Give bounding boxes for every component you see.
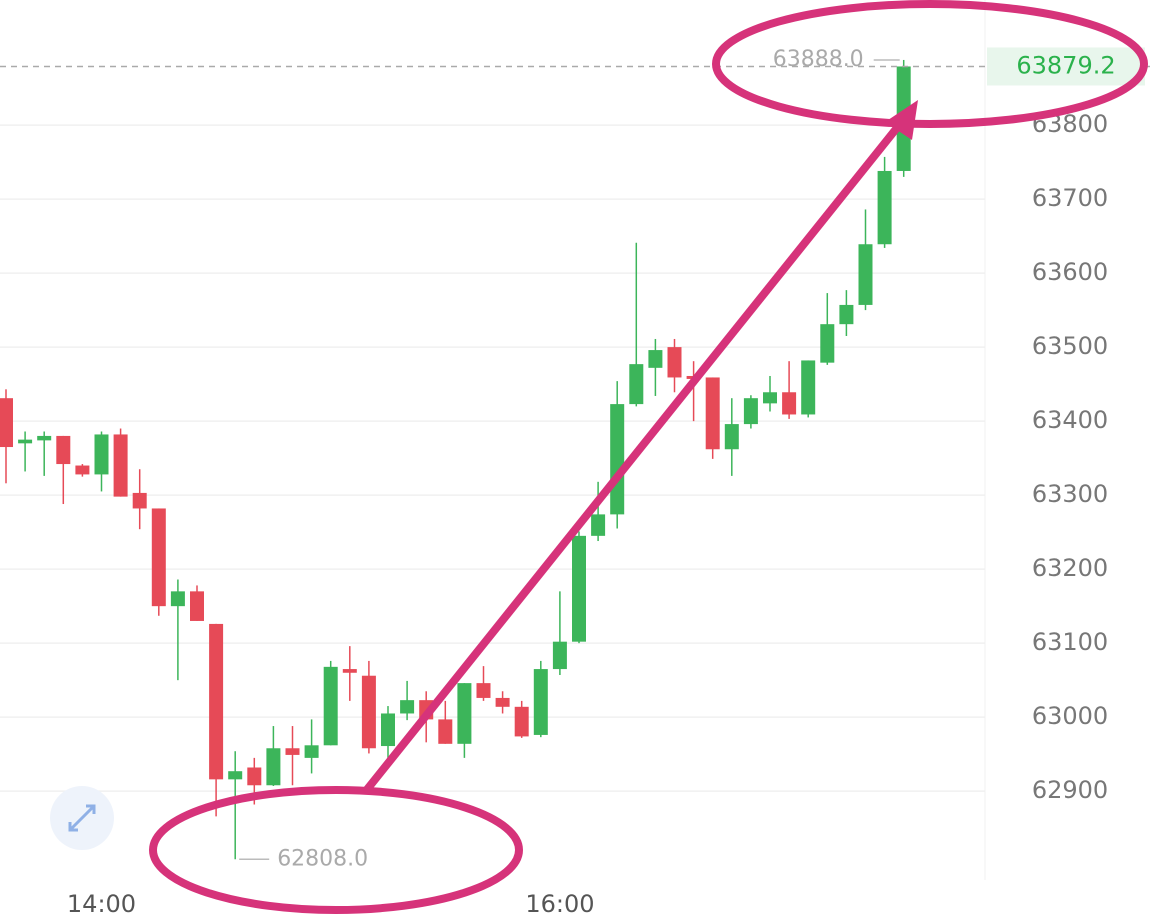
body	[132, 492, 147, 509]
body	[552, 641, 567, 670]
zoom-icon	[68, 804, 96, 832]
body	[151, 508, 166, 607]
y-tick-label: 62900	[1032, 776, 1108, 804]
body	[839, 304, 854, 325]
y-tick-label: 63400	[1032, 406, 1108, 434]
body	[629, 364, 644, 405]
body	[342, 669, 357, 673]
body	[304, 745, 319, 758]
body	[56, 435, 71, 465]
body	[610, 404, 625, 515]
body	[266, 748, 281, 786]
body	[514, 706, 529, 737]
body	[37, 435, 52, 441]
body	[667, 347, 682, 378]
ellipse-top	[712, 0, 1148, 128]
body	[361, 675, 376, 749]
body	[75, 465, 90, 475]
body	[782, 392, 797, 415]
arrow-line	[361, 121, 904, 795]
y-tick-label: 63700	[1032, 184, 1108, 212]
body	[400, 700, 415, 714]
max-label: 63888.0	[773, 47, 864, 72]
body	[18, 439, 33, 444]
ellipse-bottom	[149, 786, 523, 914]
body	[457, 683, 472, 744]
body	[820, 324, 835, 363]
y-tick-label: 63200	[1032, 554, 1108, 582]
body	[476, 683, 491, 698]
body	[438, 719, 453, 744]
body	[170, 591, 185, 607]
y-tick-label: 63600	[1032, 258, 1108, 286]
body	[572, 535, 586, 642]
y-tick-label: 63300	[1032, 480, 1108, 508]
body	[591, 514, 606, 536]
last-price-box	[987, 47, 1145, 86]
last-price-label: 63879.2	[1016, 51, 1115, 79]
body	[877, 170, 892, 245]
body	[705, 377, 720, 450]
x-tick-label: 16:00	[525, 890, 594, 918]
candles	[0, 59, 911, 860]
body	[285, 748, 300, 755]
zoom-button[interactable]	[50, 786, 114, 850]
body	[113, 434, 128, 497]
body	[228, 771, 243, 780]
body	[495, 697, 510, 707]
y-tick-label: 63100	[1032, 628, 1108, 656]
body	[190, 591, 204, 621]
body	[743, 398, 758, 425]
body	[209, 623, 224, 780]
body	[247, 767, 262, 786]
body	[323, 666, 338, 746]
grid	[0, 124, 985, 792]
y-tick-label: 63500	[1032, 332, 1108, 360]
labels: 62900 63000 63100 63200 63300 63400 63500 63600…	[0, 47, 1150, 918]
body	[858, 244, 873, 305]
y-tick-label: 63000	[1032, 702, 1108, 730]
body	[381, 713, 395, 747]
body	[801, 360, 816, 415]
body	[763, 392, 777, 404]
arrow-head	[885, 100, 918, 140]
body	[648, 350, 663, 368]
body	[0, 398, 13, 448]
annotation	[149, 0, 1148, 914]
body	[533, 669, 548, 735]
body	[724, 424, 739, 450]
x-tick-label: 14:00	[67, 890, 136, 918]
min-label: 62808.0	[277, 846, 368, 871]
body	[94, 434, 109, 475]
